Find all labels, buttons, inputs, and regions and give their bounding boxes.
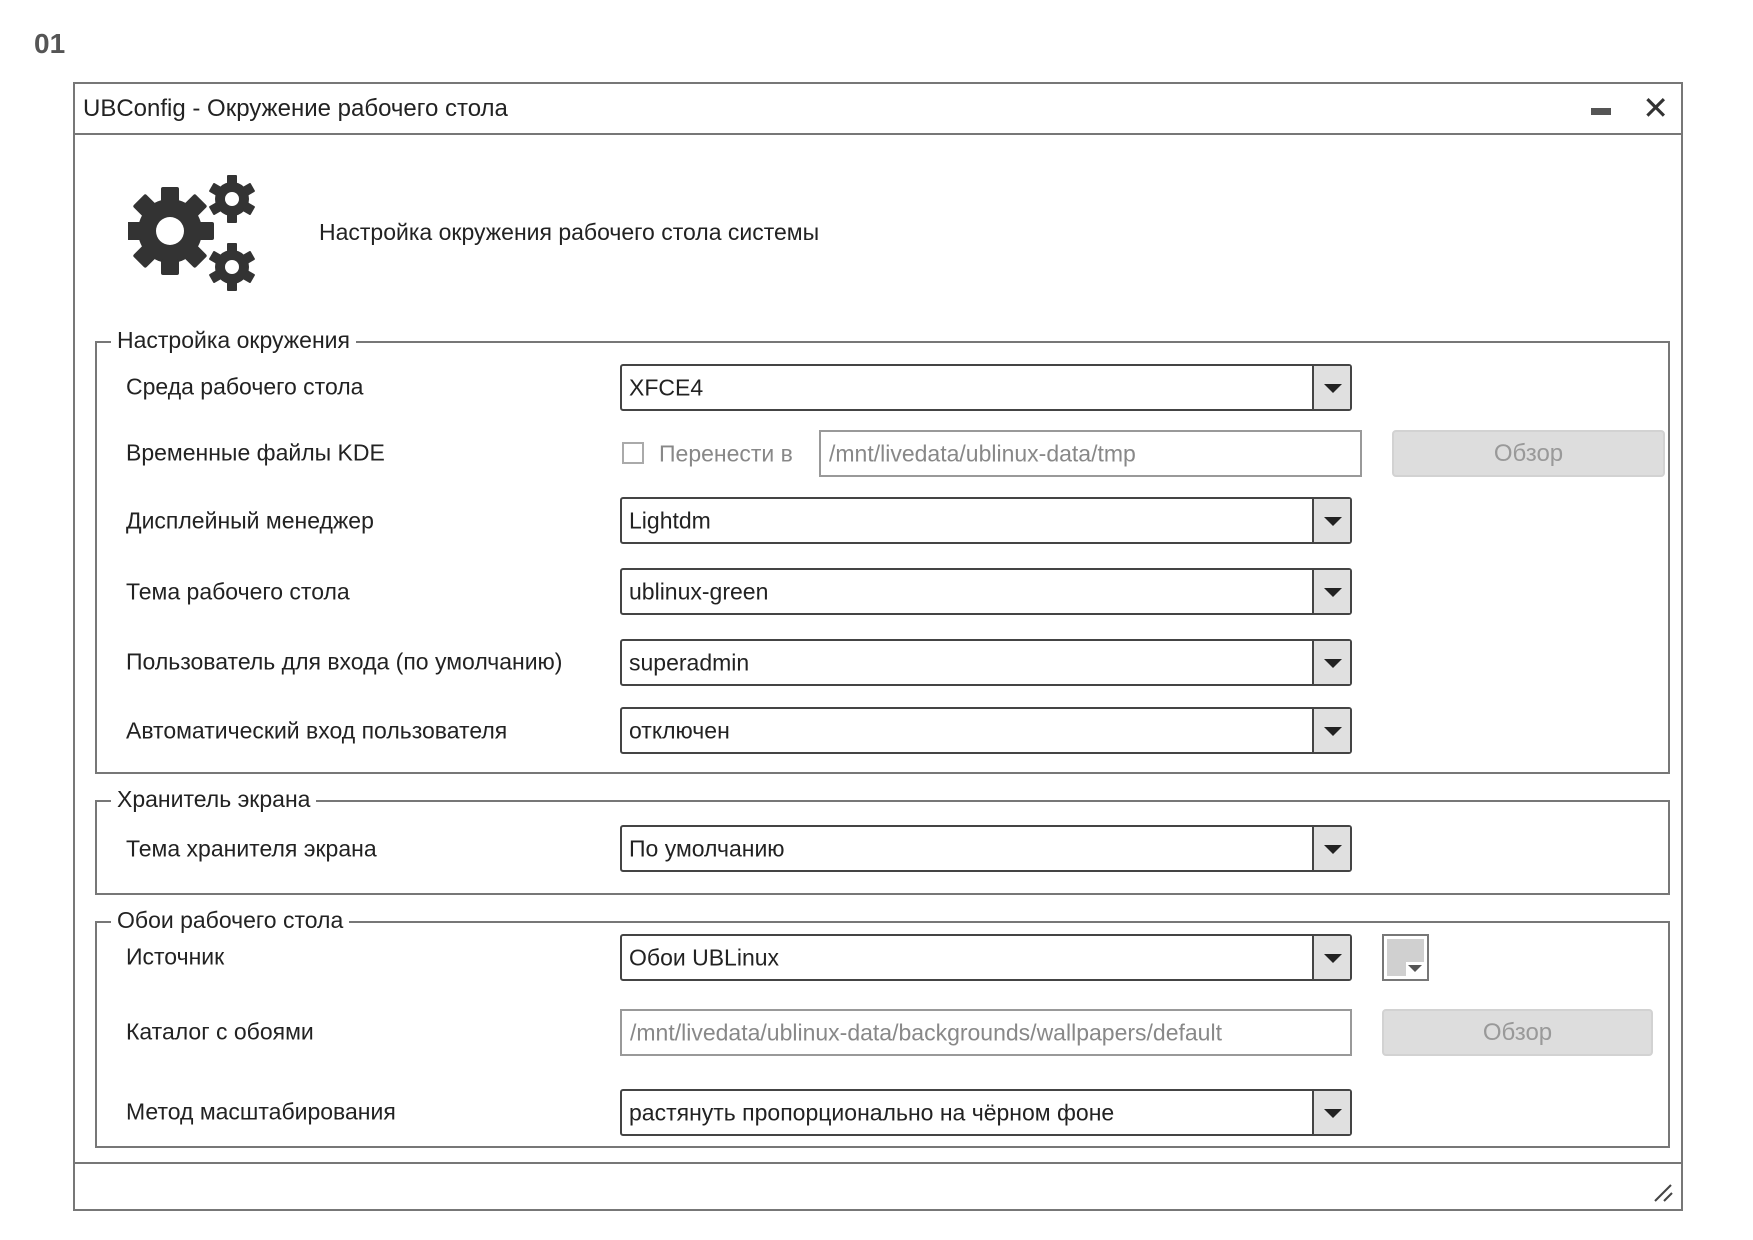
move-kde-temp-checkbox[interactable]: [622, 442, 644, 464]
header-subtitle: Настройка окружения рабочего стола систе…: [319, 219, 820, 245]
gears-icon: [128, 175, 256, 291]
chevron-down-icon: [1406, 962, 1424, 976]
minimize-icon[interactable]: [1591, 108, 1611, 115]
default-user-select[interactable]: superadmin: [620, 639, 1352, 686]
screen-number: 01: [34, 28, 66, 59]
desktop-env-value: XFCE4: [629, 374, 704, 400]
wallpaper-source-value: Обои UBLinux: [629, 944, 780, 970]
chevron-down-icon[interactable]: [1312, 499, 1350, 542]
wallpaper-dir-label: Каталог с обоями: [126, 1018, 314, 1045]
desktop-theme-label: Тема рабочего стола: [126, 578, 350, 605]
kde-temp-browse-button[interactable]: Обзор: [1392, 430, 1665, 477]
wallpaper-source-label: Источник: [126, 943, 225, 970]
environment-group: Настройка окружения: [95, 327, 1670, 774]
kde-temp-label: Временные файлы KDE: [126, 439, 385, 466]
status-bar-divider: [75, 1162, 1681, 1164]
screensaver-theme-label: Тема хранителя экрана: [126, 835, 377, 862]
chevron-down-icon[interactable]: [1312, 1091, 1350, 1134]
desktop-theme-select[interactable]: ublinux-green: [620, 568, 1352, 615]
kde-temp-path-input[interactable]: /mnt/livedata/ublinux-data/tmp: [819, 430, 1362, 477]
resize-grip-icon[interactable]: [1653, 1181, 1675, 1203]
app-window: UBConfig - Окружение рабочего стола ✕: [73, 82, 1683, 1211]
wallpaper-dir-input[interactable]: /mnt/livedata/ublinux-data/backgrounds/w…: [620, 1009, 1352, 1056]
desktop-env-label: Среда рабочего стола: [126, 373, 364, 400]
desktop-theme-value: ublinux-green: [629, 578, 769, 604]
chevron-down-icon[interactable]: [1312, 641, 1350, 684]
title-bar: UBConfig - Окружение рабочего стола ✕: [75, 84, 1681, 135]
wallpaper-browse-button[interactable]: Обзор: [1382, 1009, 1653, 1056]
window-title: UBConfig - Окружение рабочего стола: [83, 95, 508, 122]
wallpaper-source-select[interactable]: Обои UBLinux: [620, 934, 1352, 981]
move-kde-temp-checkbox-label: Перенести в: [659, 440, 793, 467]
display-manager-label: Дисплейный менеджер: [126, 507, 374, 534]
autologin-value: отключен: [629, 717, 730, 743]
screensaver-legend: Хранитель экрана: [111, 786, 317, 813]
scaling-method-value: растянуть пропорционально на чёрном фоне: [629, 1099, 1115, 1125]
wallpaper-color-button[interactable]: [1382, 934, 1429, 981]
desktop-env-select[interactable]: XFCE4: [620, 364, 1352, 411]
wallpaper-legend: Обои рабочего стола: [111, 907, 350, 934]
wallpaper-dir-value: /mnt/livedata/ublinux-data/backgrounds/w…: [630, 1019, 1222, 1045]
kde-temp-path-value: /mnt/livedata/ublinux-data/tmp: [829, 440, 1136, 466]
default-user-label: Пользователь для входа (по умолчанию): [126, 648, 563, 675]
display-manager-value: Lightdm: [629, 507, 711, 533]
chevron-down-icon[interactable]: [1312, 936, 1350, 979]
autologin-select[interactable]: отключен: [620, 707, 1352, 754]
default-user-value: superadmin: [629, 649, 750, 675]
display-manager-select[interactable]: Lightdm: [620, 497, 1352, 544]
chevron-down-icon[interactable]: [1312, 366, 1350, 409]
close-icon[interactable]: ✕: [1642, 90, 1669, 126]
chevron-down-icon[interactable]: [1312, 827, 1350, 870]
environment-legend: Настройка окружения: [111, 327, 356, 354]
chevron-down-icon[interactable]: [1312, 570, 1350, 613]
scaling-method-select[interactable]: растянуть пропорционально на чёрном фоне: [620, 1089, 1352, 1136]
wallpaper-group: Обои рабочего стола: [95, 907, 1670, 1148]
screensaver-group: Хранитель экрана: [95, 786, 1670, 895]
autologin-label: Автоматический вход пользователя: [126, 717, 508, 744]
screensaver-theme-select[interactable]: По умолчанию: [620, 825, 1352, 872]
chevron-down-icon[interactable]: [1312, 709, 1350, 752]
scaling-method-label: Метод масштабирования: [126, 1098, 396, 1125]
screensaver-theme-value: По умолчанию: [629, 835, 785, 861]
